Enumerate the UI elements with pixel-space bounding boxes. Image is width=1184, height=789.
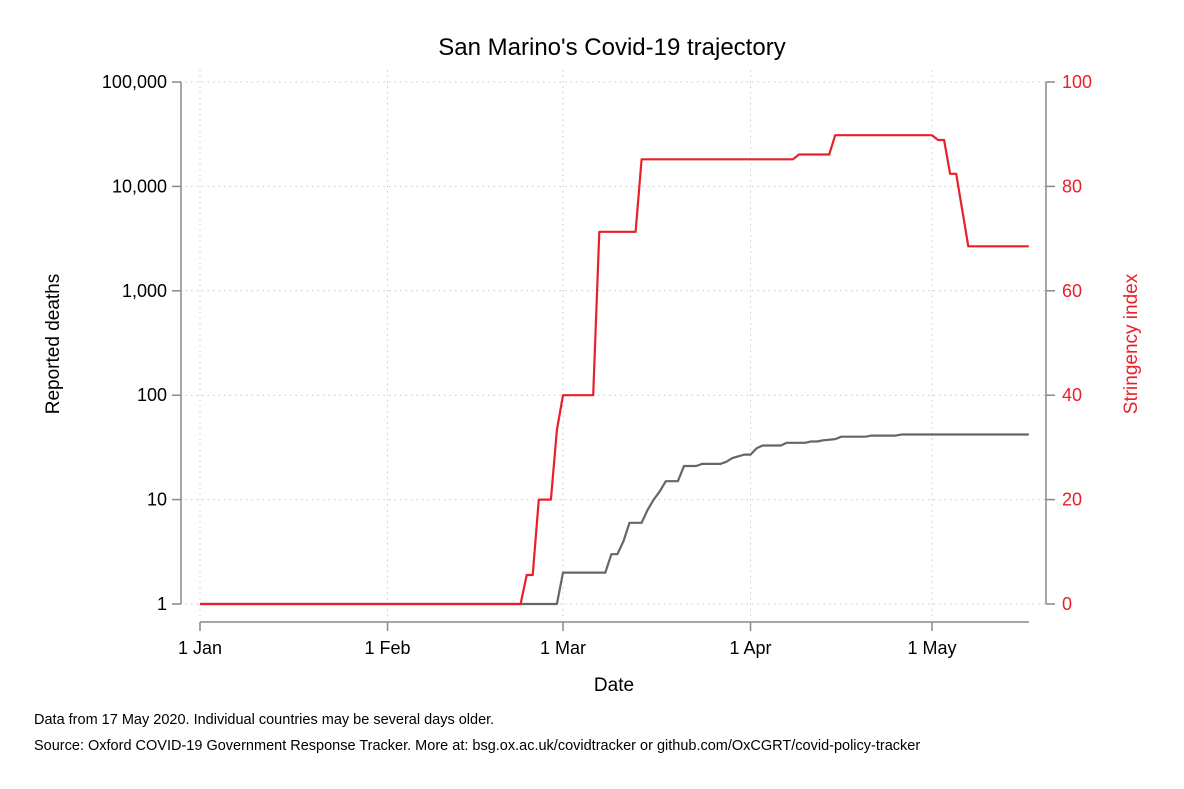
y-tick-label-right: 100 (1062, 72, 1092, 92)
grid (180, 70, 1046, 616)
x-tick-label: 1 Feb (365, 638, 411, 658)
y-tick-label-right: 20 (1062, 490, 1082, 510)
y-tick-label-right: 60 (1062, 281, 1082, 301)
y-tick-label-right: 0 (1062, 594, 1072, 614)
x-tick-label: 1 Jan (178, 638, 222, 658)
y-tick-label-right: 80 (1062, 176, 1082, 196)
x-axis-label: Date (594, 675, 634, 696)
note-data-date: Data from 17 May 2020. Individual countr… (34, 712, 495, 728)
y-tick-label-left: 10,000 (112, 176, 167, 196)
x-tick-label: 1 Apr (729, 638, 771, 658)
note-source: Source: Oxford COVID-19 Government Respo… (34, 738, 921, 754)
y-tick-label-left: 100,000 (102, 72, 167, 92)
x-tick-label: 1 May (907, 638, 956, 658)
series-line-deaths (200, 433, 1029, 606)
y-tick-label-left: 10 (147, 490, 167, 510)
y-tick-label-right: 40 (1062, 385, 1082, 405)
y-tick-label-left: 100 (137, 385, 167, 405)
y-tick-label-left: 1,000 (122, 281, 167, 301)
y-axis-label-left: Reported deaths (43, 274, 64, 415)
axes: 1 10 100 1,000 10,000 100,000 0 20 40 60 80 100 1 Ja… (102, 72, 1092, 658)
chart: San Marino's Covid-19 trajectory 1101001… (43, 34, 1142, 696)
series-lines (200, 134, 1029, 606)
chart-title: San Marino's Covid-19 trajectory (438, 34, 785, 61)
y-tick-label-left: 1 (157, 594, 167, 614)
y-axis-label-right: Stringency index (1121, 273, 1142, 414)
series-line-stringency (200, 134, 1029, 606)
x-tick-label: 1 Mar (540, 638, 586, 658)
